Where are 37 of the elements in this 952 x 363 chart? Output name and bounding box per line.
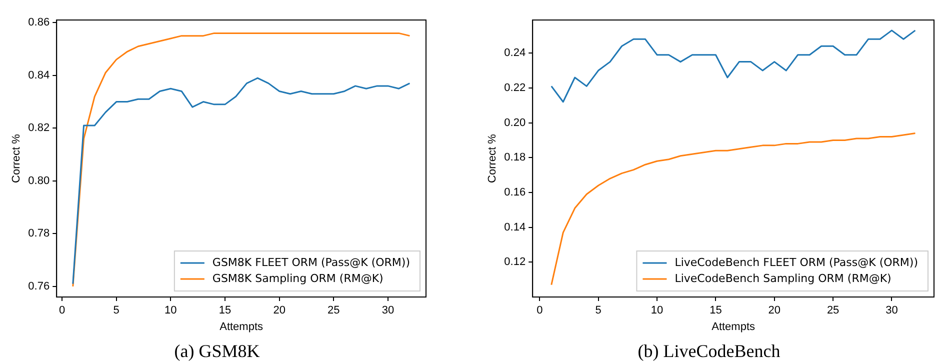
legend-label: LiveCodeBench FLEET ORM (Pass@K (ORM)) <box>674 256 918 269</box>
y-tick-label: 0.12 <box>504 256 526 268</box>
x-axis-title: Attempts <box>220 320 264 333</box>
y-tick-label: 0.16 <box>504 186 526 199</box>
y-tick-label: 0.22 <box>504 82 526 94</box>
x-tick-label: 30 <box>382 304 394 317</box>
x-tick-label: 0 <box>536 304 543 317</box>
legend-label: GSM8K Sampling ORM (RM@K) <box>212 272 384 285</box>
x-tick-label: 15 <box>218 304 232 317</box>
x-tick-label: 20 <box>273 304 286 317</box>
x-tick-label: 5 <box>595 304 602 317</box>
x-tick-label: 25 <box>826 304 840 317</box>
x-tick-label: 20 <box>768 304 781 317</box>
y-tick-label: 0.20 <box>504 116 526 129</box>
x-tick-label: 30 <box>886 304 898 317</box>
x-tick-label: 15 <box>710 304 722 317</box>
y-tick-label: 0.24 <box>504 47 526 60</box>
x-tick-label: 25 <box>328 304 340 317</box>
x-tick-label: 10 <box>650 304 664 317</box>
x-tick-label: 5 <box>113 304 120 317</box>
x-axis-title: Attempts <box>712 320 756 333</box>
y-tick-label: 0.80 <box>28 174 50 187</box>
x-tick-label: 0 <box>58 304 66 317</box>
y-axis-title: Correct % <box>486 134 499 183</box>
text: (b) LiveCodeBench <box>638 340 780 361</box>
y-tick-label: 0.76 <box>28 280 50 292</box>
y-tick-label: 0.84 <box>28 69 50 82</box>
legend-label: GSM8K FLEET ORM (Pass@K (ORM)) <box>212 256 410 269</box>
y-tick-label: 0.86 <box>28 16 50 29</box>
y-tick-label: 0.14 <box>504 221 526 234</box>
text: (a) GSM8K <box>174 340 260 361</box>
y-axis-title: Correct % <box>10 134 23 183</box>
y-tick-label: 0.78 <box>28 228 50 240</box>
x-tick-label: 10 <box>164 304 177 317</box>
y-tick-label: 0.82 <box>28 122 50 134</box>
legend-label: LiveCodeBench Sampling ORM (RM@K) <box>674 272 892 285</box>
y-tick-label: 0.18 <box>504 152 526 164</box>
